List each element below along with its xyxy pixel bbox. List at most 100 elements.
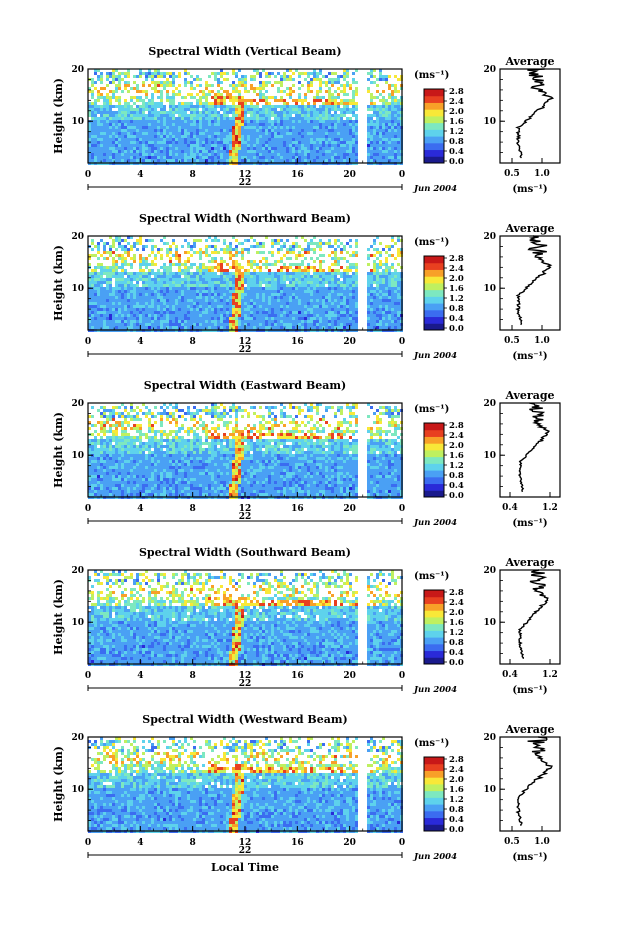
heatmap-cell [109,96,112,99]
heatmap-cell [334,96,337,99]
heatmap-cell [352,266,355,269]
heatmap-cell [280,132,283,135]
heatmap-cell [169,117,172,120]
heatmap-cell [211,290,214,293]
heatmap-cell [160,278,163,281]
heatmap-cell [316,114,319,117]
heatmap-cell [373,69,376,72]
heatmap-cell [313,159,316,162]
heatmap-cell [94,272,97,275]
heatmap-cell [145,135,148,138]
heatmap-cell [355,108,358,111]
heatmap-cell [106,114,109,117]
heatmap-cell [136,141,139,144]
heatmap-cell [112,111,115,114]
heatmap-cell [370,120,373,123]
heatmap-cell [217,278,220,281]
heatmap-cell [91,84,94,87]
heatmap-cell [178,305,181,308]
heatmap-cell [241,266,244,269]
heatmap-cell [313,317,316,320]
heatmap-cell [178,123,181,126]
heatmap-cell [112,275,115,278]
heatmap-cell [235,84,238,87]
heatmap-cell [196,251,199,254]
heatmap-cell [214,147,217,150]
heatmap-cell [139,144,142,147]
heatmap-cell [250,123,253,126]
heatmap-cell [280,272,283,275]
heatmap-cell [298,99,301,102]
heatmap-cell [298,132,301,135]
heatmap-cell [322,129,325,132]
heatmap-cell [298,120,301,123]
heatmap-cell [271,299,274,302]
heatmap-cell [202,275,205,278]
heatmap-cell [382,305,385,308]
heatmap-cell [382,296,385,299]
heatmap-cell [352,114,355,117]
heatmap-cell [391,275,394,278]
heatmap-cell [277,314,280,317]
heatmap-cell [271,251,274,254]
heatmap-cell [112,141,115,144]
heatmap-cell [277,147,280,150]
heatmap-cell [328,135,331,138]
heatmap-cell [301,141,304,144]
heatmap-cell [133,159,136,162]
heatmap-cell [397,141,400,144]
heatmap-cell [115,111,118,114]
heatmap-cell [310,84,313,87]
heatmap-cell [286,114,289,117]
heatmap-cell [109,102,112,105]
heatmap-cell [91,90,94,93]
heatmap-cell [238,272,241,275]
heatmap-cell [175,129,178,132]
heatmap-cell [103,245,106,248]
heatmap-cell [220,305,223,308]
heatmap-cell [184,302,187,305]
heatmap-cell [382,114,385,117]
heatmap-cell [355,150,358,153]
heatmap-cell [391,245,394,248]
heatmap-cell [250,117,253,120]
heatmap-cell [388,129,391,132]
heatmap-cell [283,108,286,111]
heatmap-cell [223,284,226,287]
heatmap-cell [142,293,145,296]
heatmap-cell [157,311,160,314]
heatmap-cell [91,111,94,114]
heatmap-cell [271,278,274,281]
heatmap-cell [346,126,349,129]
heatmap-cell [373,278,376,281]
heatmap-cell [316,72,319,75]
heatmap-cell [232,114,235,117]
heatmap-cell [388,290,391,293]
heatmap-cell [313,260,316,263]
heatmap-cell [289,314,292,317]
heatmap-cell [121,132,124,135]
heatmap-cell [340,117,343,120]
heatmap-cell [316,302,319,305]
heatmap-cell [277,87,280,90]
heatmap-cell [136,278,139,281]
heatmap-cell [271,156,274,159]
heatmap-cell [112,317,115,320]
heatmap-cell [91,153,94,156]
heatmap-cell [205,102,208,105]
heatmap-cell [187,269,190,272]
heatmap-cell [181,129,184,132]
heatmap-cell [301,147,304,150]
heatmap-cell [346,296,349,299]
heatmap-cell [94,99,97,102]
heatmap-cell [286,284,289,287]
heatmap-cell [211,272,214,275]
heatmap-cell [292,147,295,150]
heatmap-cell [379,290,382,293]
heatmap-cell [109,114,112,117]
heatmap-cell [259,111,262,114]
heatmap-cell [127,320,130,323]
heatmap-cell [205,272,208,275]
heatmap-cell [193,114,196,117]
heatmap-cell [274,81,277,84]
